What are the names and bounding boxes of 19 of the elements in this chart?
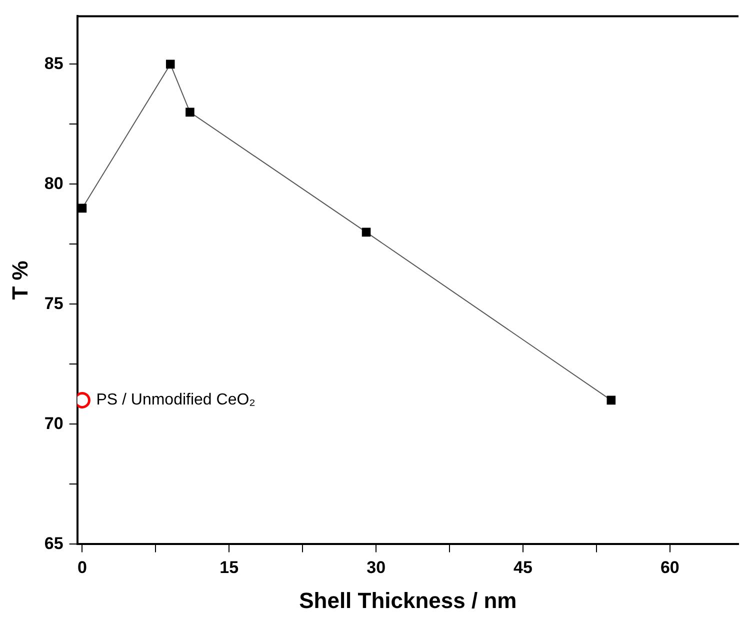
x-axis-title: Shell Thickness / nm <box>299 588 517 613</box>
point <box>77 392 90 408</box>
x-tick-label: 0 <box>77 558 87 578</box>
x-tick-label: 30 <box>366 558 386 578</box>
x-tick-label: 60 <box>660 558 680 578</box>
x-tick-label: 45 <box>514 558 532 578</box>
annotation: PS / Unmodified CeO₂ <box>96 392 256 409</box>
y-tick-label: 65 <box>44 534 64 553</box>
y-tick-label: 85 <box>44 54 64 73</box>
point <box>186 108 194 117</box>
point <box>362 228 371 237</box>
point <box>78 204 87 213</box>
point <box>606 396 616 405</box>
x-tick-label: 15 <box>220 558 239 578</box>
point <box>166 60 175 69</box>
y-axis-title: T % <box>7 260 32 300</box>
y-tick-label: 70 <box>44 414 64 433</box>
y-tick-label: 75 <box>44 294 64 313</box>
y-tick-label: 80 <box>44 174 64 193</box>
